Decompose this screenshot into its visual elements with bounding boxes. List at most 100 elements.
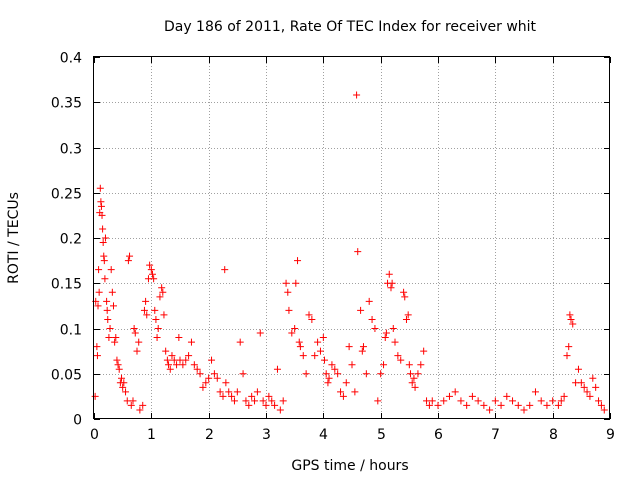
gridlines [94,57,610,419]
data-point [574,365,582,373]
data-point [294,257,302,265]
data-point [150,275,158,283]
data-point [388,279,396,287]
data-point [284,288,292,296]
data-point [163,356,171,364]
data-point [109,302,117,310]
x-tick-label: 1 [147,427,156,443]
data-point [236,338,244,346]
data-point [406,370,414,378]
data-point [565,343,573,351]
data-point [119,383,127,391]
data-point [583,388,591,396]
data-point [404,311,412,319]
data-point [405,361,413,369]
data-point [374,397,382,405]
data-point [324,379,332,387]
x-tick-label: 8 [549,427,558,443]
data-point [334,370,342,378]
data-point [173,361,181,369]
data-point [104,315,112,323]
data-point [563,352,571,360]
data-point [213,374,221,382]
data-point [271,401,279,409]
data-point [514,401,522,409]
data-point [319,334,327,342]
data-point [130,325,138,332]
data-point [577,379,585,387]
data-point [339,392,347,400]
data-point [179,361,187,369]
data-point [358,347,366,355]
data-point [152,315,160,323]
data-point [103,297,111,305]
data-point [382,329,390,337]
data-point [320,356,328,364]
data-point [359,343,367,351]
data-point [118,374,126,382]
data-point [328,361,336,369]
data-point [322,370,330,378]
y-axis-title: ROTI / TECUs [6,192,22,284]
data-point [314,338,322,346]
data-point [397,356,405,364]
data-point [354,248,362,256]
data-point [279,397,287,405]
data-point [402,315,410,323]
x-tick-label: 0 [90,427,99,443]
data-point [162,347,170,355]
data-point [193,365,201,373]
x-tick-label: 6 [434,427,443,443]
data-point [120,379,128,387]
data-point [95,288,103,296]
data-points [91,91,608,414]
data-point [230,397,238,405]
data-point [368,315,376,323]
data-point [256,329,264,337]
data-point [331,365,339,373]
data-point [154,325,162,332]
y-tick-label: 0.2 [60,232,82,248]
data-point [228,392,236,400]
data-point [131,329,139,337]
data-point [93,352,101,360]
data-point [291,325,299,332]
data-point [357,306,365,314]
data-point [233,388,241,396]
data-point [468,392,476,400]
data-point [411,383,419,391]
data-point [537,397,545,405]
y-tick-label: 0 [73,413,82,429]
data-point [148,270,156,278]
data-point [242,397,250,405]
data-point [557,397,565,405]
data-point [147,266,155,274]
data-point [377,370,385,378]
data-point [567,315,575,323]
data-point [112,334,120,342]
data-point [296,343,304,351]
data-point [569,320,577,328]
data-point [385,270,393,278]
data-point [196,370,204,378]
x-tick-label: 7 [491,427,500,443]
data-point [440,397,448,405]
data-point [503,392,511,400]
data-point [292,279,300,287]
data-point [408,379,416,387]
data-point [166,365,174,373]
data-point [394,352,402,360]
data-point [509,397,517,405]
y-axis-tick-labels: 0 0.05 0.1 0.15 0.2 0.25 0.3 0.35 0.4 [51,51,82,429]
data-point [101,275,109,283]
data-point [566,311,574,319]
data-point [273,365,281,373]
data-point [185,352,193,360]
data-point [486,406,494,414]
data-point [187,338,195,346]
data-point [491,397,499,405]
data-point [199,383,207,391]
data-point [295,338,303,346]
data-point [365,297,373,305]
data-point [115,365,123,373]
